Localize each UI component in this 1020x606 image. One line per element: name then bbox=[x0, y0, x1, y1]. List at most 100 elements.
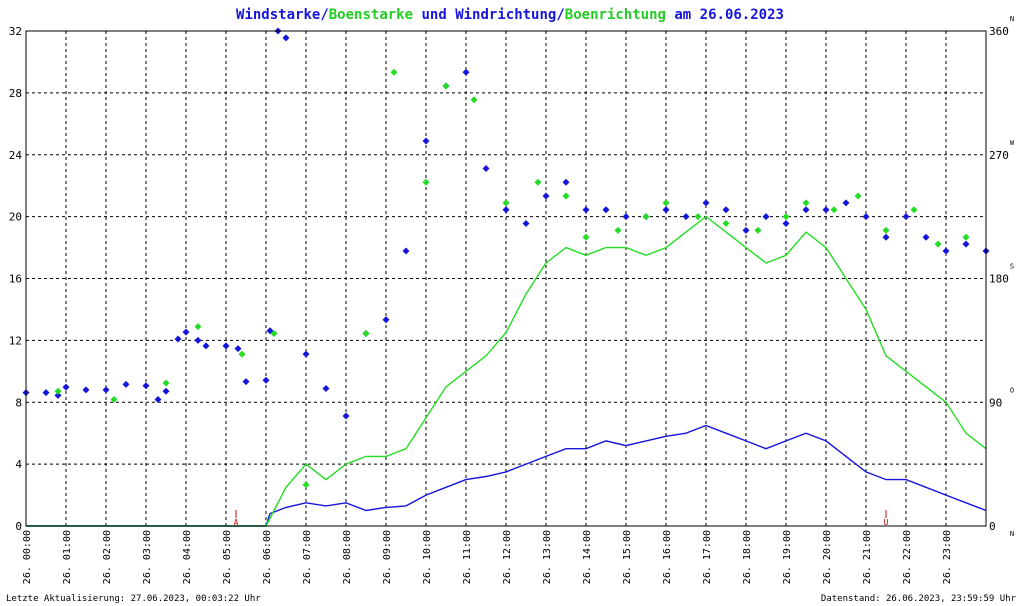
windrichtung-point bbox=[142, 382, 150, 390]
compass-label: S bbox=[1010, 263, 1014, 271]
title-part-7: Boenrichtung bbox=[565, 7, 666, 23]
compass-label: W bbox=[1010, 139, 1015, 147]
x-tick-label: 26. 05:00 bbox=[222, 530, 233, 584]
footer-last-update: Letzte Aktualisierung: 27.06.2023, 00:03… bbox=[6, 594, 261, 604]
x-tick-label: 26. 19:00 bbox=[782, 530, 793, 584]
boenrichtung-point bbox=[642, 213, 650, 221]
windrichtung-point bbox=[622, 213, 630, 221]
x-tick-label: 26. 20:00 bbox=[822, 530, 833, 584]
boenrichtung-point bbox=[390, 68, 398, 76]
boenrichtung-point bbox=[802, 199, 810, 207]
windrichtung-point bbox=[182, 328, 190, 336]
windrichtung-point bbox=[782, 220, 790, 227]
windrichtung-point bbox=[82, 386, 90, 394]
x-tick-label: 26. 09:00 bbox=[382, 530, 393, 584]
x-tick-label: 26. 11:00 bbox=[462, 530, 473, 584]
windrichtung-point bbox=[502, 206, 510, 214]
y-tick-left: 32 bbox=[9, 25, 22, 38]
windrichtung-point bbox=[322, 385, 330, 392]
windrichtung-point bbox=[202, 342, 210, 350]
boenrichtung-point bbox=[962, 233, 970, 241]
windrichtung-point bbox=[762, 213, 770, 221]
x-tick-label: 26. 21:00 bbox=[862, 530, 873, 584]
boenrichtung-point bbox=[562, 192, 570, 200]
x-tick-label: 26. 18:00 bbox=[742, 530, 753, 584]
marker-label: A bbox=[234, 518, 239, 527]
title-part-2: / bbox=[320, 7, 328, 23]
x-tick-label: 26. 14:00 bbox=[582, 530, 593, 584]
windrichtung-point bbox=[582, 206, 590, 214]
y-tick-right: 360 bbox=[989, 25, 1009, 38]
boenrichtung-point bbox=[422, 178, 430, 186]
windrichtung-point bbox=[342, 412, 350, 420]
plot-frame bbox=[25, 30, 987, 527]
windrichtung-point bbox=[802, 206, 810, 214]
title-part-3: Boenstarke bbox=[329, 7, 413, 23]
windrichtung-point bbox=[722, 206, 730, 214]
marker-label: U bbox=[884, 518, 889, 527]
x-tick-label: 26. 01:00 bbox=[62, 530, 73, 584]
boenstarke-line bbox=[26, 215, 987, 527]
compass-label: N bbox=[1010, 530, 1014, 538]
boenrichtung-point bbox=[782, 213, 790, 221]
x-tick-label: 26. 10:00 bbox=[422, 530, 433, 584]
y-tick-right: 180 bbox=[989, 273, 1009, 286]
boenrichtung-point bbox=[614, 226, 622, 234]
windrichtung-point bbox=[462, 68, 470, 76]
boenrichtung-point bbox=[162, 379, 170, 387]
windrichtung-point bbox=[102, 386, 110, 394]
windrichtung-point bbox=[962, 240, 970, 248]
windrichtung-point bbox=[422, 137, 430, 145]
x-tick-label: 26. 04:00 bbox=[182, 530, 193, 584]
boenrichtung-point bbox=[302, 481, 310, 489]
x-tick-label: 26. 15:00 bbox=[622, 530, 633, 584]
boenrichtung-point bbox=[662, 199, 670, 207]
boenrichtung-point bbox=[110, 396, 118, 403]
windrichtung-point bbox=[54, 391, 62, 399]
windrichtung-point bbox=[662, 206, 670, 214]
boenrichtung-point bbox=[270, 330, 278, 337]
footer-data-status: Datenstand: 26.06.2023, 23:59:59 Uhr bbox=[821, 594, 1017, 604]
x-tick-label: 26. 17:00 bbox=[702, 530, 713, 584]
windrichtung-point bbox=[522, 220, 530, 227]
windrichtung-point bbox=[482, 165, 490, 172]
windrichtung-point bbox=[122, 380, 130, 388]
windrichtung-point bbox=[862, 213, 870, 221]
boenrichtung-point bbox=[934, 240, 942, 248]
windrichtung-point bbox=[402, 247, 410, 255]
windrichtung-point bbox=[174, 335, 182, 343]
title-part-6: / bbox=[556, 7, 564, 23]
title-part-5: Windrichtung bbox=[455, 7, 556, 23]
y-tick-left: 12 bbox=[9, 334, 22, 347]
x-tick-label: 26. 16:00 bbox=[662, 530, 673, 584]
compass-label: N bbox=[1010, 15, 1014, 23]
windrichtung-point bbox=[842, 199, 850, 207]
boenrichtung-point bbox=[194, 323, 202, 331]
y-tick-left: 4 bbox=[15, 458, 22, 471]
boenrichtung-point bbox=[694, 213, 702, 221]
windrichtung-point bbox=[882, 233, 890, 241]
windrichtung-point bbox=[262, 376, 270, 384]
boenrichtung-point bbox=[502, 199, 510, 207]
compass-label: O bbox=[1010, 386, 1014, 394]
boenrichtung-point bbox=[54, 387, 62, 395]
windrichtung-point bbox=[702, 199, 710, 207]
title-part-4: und bbox=[413, 7, 455, 23]
windrichtung-point bbox=[234, 345, 242, 353]
x-tick-label: 26. 22:00 bbox=[902, 530, 913, 584]
x-tick-label: 26. 03:00 bbox=[142, 530, 153, 584]
x-tick-label: 26. 06:00 bbox=[262, 530, 273, 584]
windrichtung-point bbox=[822, 206, 830, 214]
y-tick-right: 90 bbox=[989, 396, 1002, 409]
title-part-8: am 26.06.2023 bbox=[666, 7, 784, 23]
boenrichtung-point bbox=[534, 178, 542, 186]
windstarke-line bbox=[26, 424, 987, 527]
x-tick-label: 26. 08:00 bbox=[342, 530, 353, 584]
boenrichtung-point bbox=[910, 206, 918, 214]
y-tick-left: 16 bbox=[9, 273, 22, 286]
x-tick-label: 26. 00:00 bbox=[22, 530, 33, 584]
windrichtung-point bbox=[302, 350, 310, 358]
y-tick-right: 0 bbox=[989, 520, 996, 533]
boenrichtung-point bbox=[882, 226, 890, 234]
